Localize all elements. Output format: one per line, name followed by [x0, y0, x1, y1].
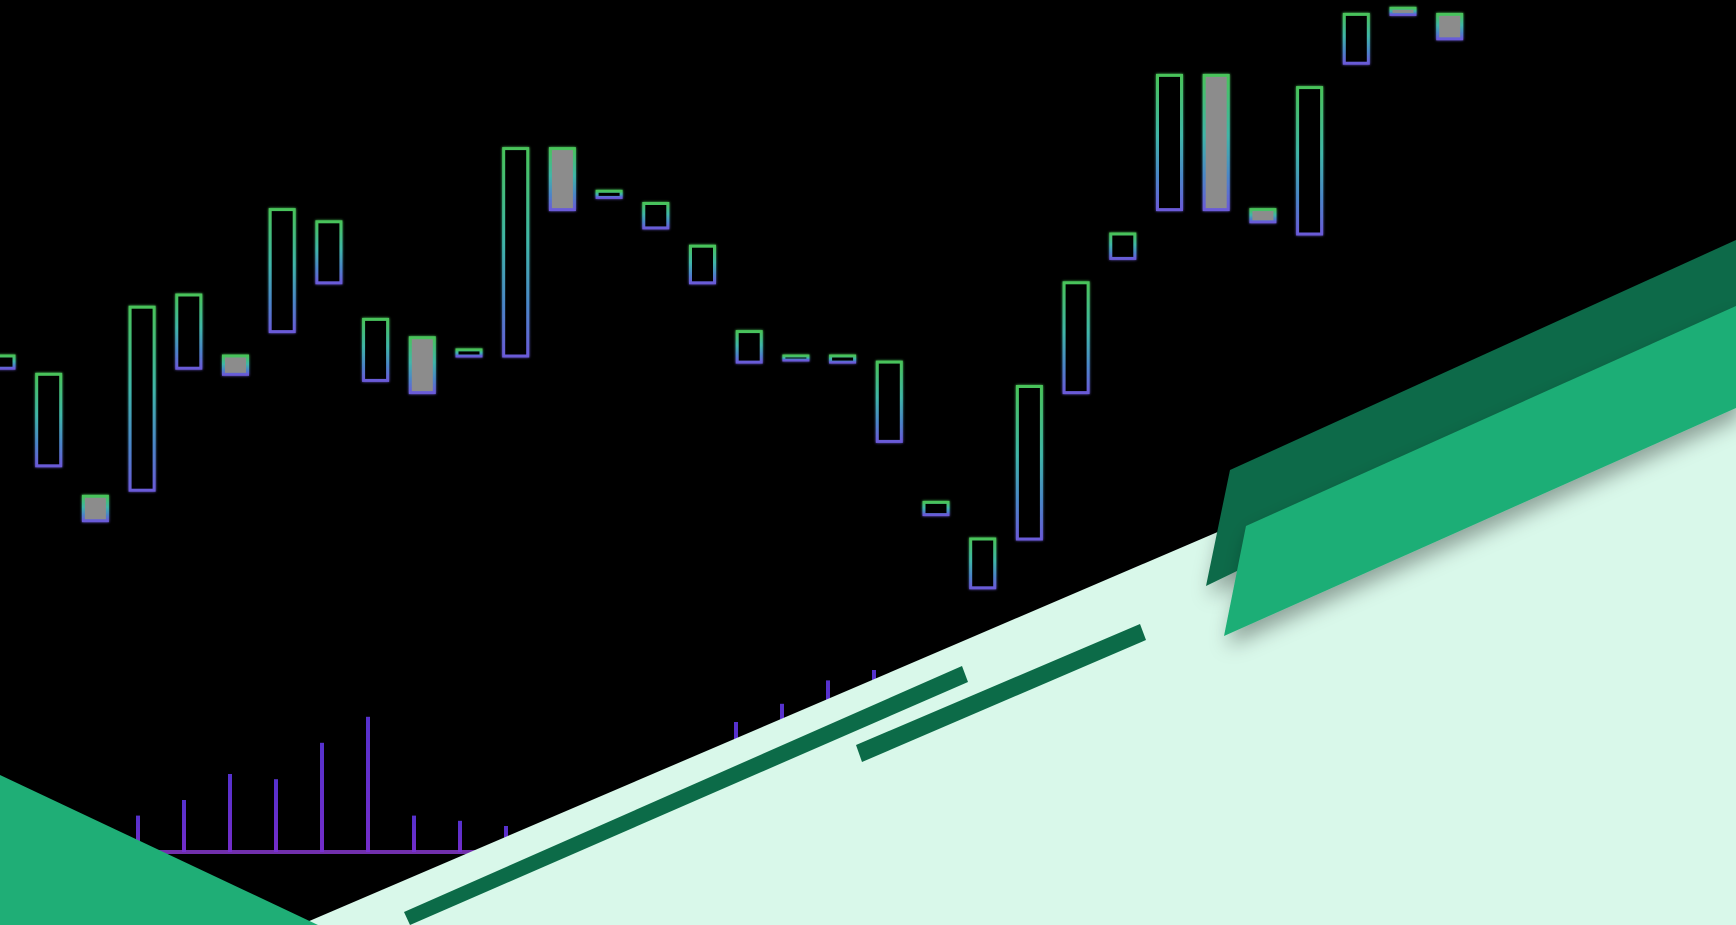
candle-body: [595, 189, 623, 199]
candle-body: [1249, 208, 1277, 224]
candle-body: [81, 494, 109, 523]
volume-bar: [320, 742, 324, 852]
candle: [81, 465, 109, 533]
green-ribbon: [1224, 306, 1736, 636]
candle-body: [642, 202, 670, 230]
candle-body: [735, 330, 763, 364]
candle-body: [175, 293, 203, 370]
candle: [642, 173, 670, 277]
candle: [222, 203, 249, 387]
candle-body: [268, 208, 296, 334]
dark-green-stripe: [856, 624, 1146, 762]
dark-green-stripe: [404, 666, 968, 925]
candle: [969, 514, 997, 600]
candle-body: [548, 147, 576, 212]
candle: [128, 282, 156, 527]
candle: [689, 221, 716, 338]
candle-body: [1296, 86, 1324, 236]
candle-body: [875, 360, 903, 443]
candle: [0, 307, 16, 430]
candle-body: [408, 336, 436, 395]
candle: [35, 372, 63, 552]
volume-bar: [182, 800, 186, 852]
candle: [455, 313, 483, 387]
candle: [875, 360, 903, 527]
candle-body: [1342, 12, 1370, 65]
candle-body: [922, 500, 950, 517]
candle: [829, 349, 857, 393]
candle-body: [0, 354, 16, 370]
candle-body: [1436, 12, 1464, 41]
candle: [268, 197, 296, 369]
candle-body: [689, 244, 716, 285]
candle-body: [782, 354, 810, 362]
candle: [175, 264, 203, 405]
candle: [1202, 20, 1230, 259]
candle-body: [1109, 232, 1137, 260]
candle: [1015, 374, 1043, 570]
candle-body: [1202, 73, 1230, 212]
candle: [502, 130, 530, 369]
candle: [595, 166, 623, 241]
candles: [0, 2, 1464, 600]
volume-bar: [274, 779, 278, 852]
candle-body: [969, 537, 997, 590]
candle-body: [35, 372, 63, 468]
candle: [315, 142, 343, 326]
candle: [362, 295, 390, 442]
candle-body: [362, 317, 390, 382]
candle: [1296, 69, 1324, 253]
decorative-shapes: [0, 240, 1736, 925]
candle: [1156, 38, 1183, 234]
candle-body: [1156, 73, 1183, 212]
candle-body: [1389, 6, 1417, 16]
candle-body: [1062, 281, 1090, 395]
candle: [922, 465, 950, 539]
candle: [1342, 8, 1370, 88]
candle: [408, 307, 436, 405]
candle-body: [829, 354, 857, 364]
candle: [782, 349, 810, 381]
volume-bar: [366, 716, 370, 852]
candle-body: [455, 348, 483, 358]
candle: [1389, 2, 1417, 33]
volume-bar: [412, 815, 416, 852]
candle: [735, 313, 763, 393]
volume-bar: [228, 774, 232, 852]
green-corner-triangle: [0, 775, 318, 925]
candle: [548, 118, 576, 234]
candle-body: [222, 354, 249, 376]
candle: [1436, 8, 1464, 58]
volume-bar: [458, 820, 462, 852]
candle: [1062, 221, 1090, 417]
volume-bar: [136, 815, 140, 852]
candle-body: [1015, 385, 1043, 541]
candle-body: [128, 305, 156, 492]
candle-body: [502, 147, 530, 358]
candle: [1249, 179, 1277, 271]
candle-body: [315, 220, 343, 285]
candle: [1109, 185, 1137, 302]
